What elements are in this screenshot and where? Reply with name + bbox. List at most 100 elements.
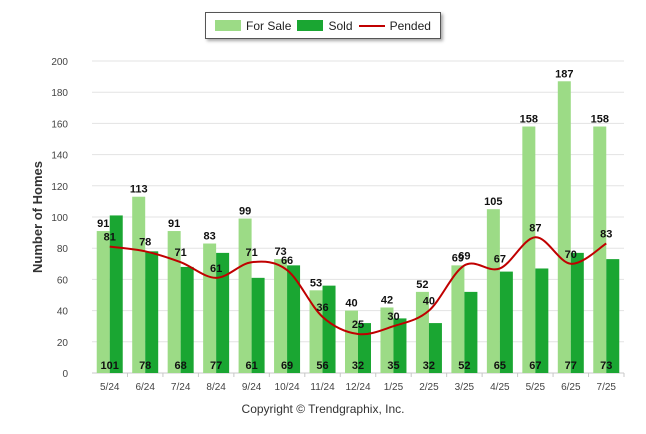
y-tick-label: 60 bbox=[57, 275, 69, 286]
for-sale-data-label: 113 bbox=[130, 184, 148, 196]
pended-line-series bbox=[109, 236, 607, 336]
pended-data-label: 71 bbox=[245, 247, 257, 259]
for-sale-data-label: 73 bbox=[274, 246, 286, 258]
for-sale-bar bbox=[167, 231, 181, 373]
sold-data-label: 67 bbox=[529, 360, 541, 372]
sold-bar bbox=[606, 259, 620, 373]
x-tick-label: 9/24 bbox=[242, 382, 262, 393]
sold-data-label: 101 bbox=[101, 360, 119, 372]
for-sale-bar bbox=[522, 126, 536, 374]
for-sale-data-label: 105 bbox=[484, 196, 502, 208]
sold-bar bbox=[464, 291, 478, 373]
sold-bar bbox=[393, 318, 407, 373]
sold-bar bbox=[109, 215, 123, 373]
sold-data-label: 78 bbox=[139, 360, 151, 372]
pended-data-label: 81 bbox=[104, 232, 116, 244]
sold-data-label: 56 bbox=[316, 360, 328, 372]
x-tick-label: 6/24 bbox=[135, 382, 155, 393]
y-tick-label: 100 bbox=[51, 213, 68, 224]
sold-data-label: 32 bbox=[352, 360, 364, 372]
for-sale-bar bbox=[309, 290, 323, 373]
for-sale-data-label: 40 bbox=[345, 298, 357, 310]
bar-series bbox=[96, 81, 620, 374]
pended-data-label: 67 bbox=[494, 253, 506, 265]
y-tick-label: 160 bbox=[51, 119, 68, 130]
for-sale-data-label: 52 bbox=[416, 279, 428, 291]
y-tick-label: 0 bbox=[62, 369, 68, 380]
x-tick-label: 10/24 bbox=[275, 382, 300, 393]
y-tick-label: 180 bbox=[51, 88, 68, 99]
x-tick-label: 4/25 bbox=[490, 382, 510, 393]
sold-data-label: 69 bbox=[281, 360, 293, 372]
pended-data-label: 66 bbox=[281, 255, 293, 267]
x-tick-label: 5/24 bbox=[100, 382, 120, 393]
sold-bar bbox=[428, 323, 442, 373]
legend-label-for-sale: For Sale bbox=[246, 18, 292, 33]
y-tick-label: 20 bbox=[57, 338, 69, 349]
data-labels: 91 101 113 78 91 68 83 77 99 61 73 69 53 56 40 32 42 35 52… bbox=[97, 68, 612, 372]
sold-data-label: 77 bbox=[210, 360, 222, 372]
y-axis-title: Number of Homes bbox=[30, 161, 45, 273]
y-tick-label: 80 bbox=[57, 244, 69, 255]
pended-data-label: 71 bbox=[175, 247, 187, 259]
for-sale-data-label: 158 bbox=[591, 114, 609, 126]
pended-swatch bbox=[358, 24, 385, 27]
for-sale-data-label: 53 bbox=[310, 277, 322, 289]
x-tick-label: 11/24 bbox=[310, 382, 335, 393]
pended-data-label: 36 bbox=[316, 302, 328, 314]
pended-data-label: 78 bbox=[139, 236, 151, 248]
sold-bar bbox=[535, 268, 549, 373]
for-sale-bar bbox=[238, 218, 252, 373]
for-sale-data-label: 91 bbox=[168, 218, 180, 230]
pended-data-label: 30 bbox=[387, 311, 399, 323]
copyright-text: Copyright © Trendgraphix, Inc. bbox=[241, 402, 405, 416]
for-sale-bar bbox=[380, 307, 394, 373]
pended-data-label: 69 bbox=[458, 250, 470, 262]
pended-line bbox=[109, 236, 607, 336]
sold-bar bbox=[570, 252, 584, 373]
x-tick-label: 8/24 bbox=[206, 382, 226, 393]
legend-item-sold[interactable]: Sold bbox=[297, 19, 353, 33]
for-sale-swatch bbox=[215, 20, 242, 31]
pended-data-label: 87 bbox=[529, 222, 541, 234]
for-sale-data-label: 187 bbox=[555, 68, 573, 80]
for-sale-data-label: 158 bbox=[520, 114, 538, 126]
x-tick-label: 7/25 bbox=[597, 382, 617, 393]
for-sale-bar bbox=[593, 126, 607, 374]
x-tick-label: 2/25 bbox=[419, 382, 439, 393]
x-tick-label: 12/24 bbox=[345, 382, 370, 393]
x-axis: 5/24 6/24 7/24 8/24 9/24 10/24 11/24 12/24 1/25 2… bbox=[92, 372, 625, 393]
y-tick-label: 140 bbox=[51, 151, 68, 162]
y-tick-label: 200 bbox=[51, 57, 68, 68]
sold-bar bbox=[499, 271, 513, 373]
for-sale-data-label: 83 bbox=[204, 231, 216, 243]
sold-data-label: 73 bbox=[600, 360, 612, 372]
legend-item-pended[interactable]: Pended bbox=[358, 18, 431, 33]
legend-label-pended: Pended bbox=[389, 18, 431, 33]
sold-data-label: 65 bbox=[494, 360, 506, 372]
pended-data-label: 70 bbox=[565, 249, 577, 261]
sold-data-label: 32 bbox=[423, 360, 435, 372]
sold-bar bbox=[216, 252, 230, 373]
pended-data-label: 83 bbox=[600, 229, 612, 241]
for-sale-bar bbox=[451, 265, 465, 373]
x-tick-label: 1/25 bbox=[384, 382, 404, 393]
y-tick-label: 120 bbox=[51, 182, 68, 193]
for-sale-bar bbox=[96, 231, 110, 373]
sold-data-label: 61 bbox=[245, 360, 257, 372]
sold-swatch bbox=[297, 20, 324, 31]
for-sale-data-label: 99 bbox=[239, 206, 251, 218]
sold-bar bbox=[145, 251, 159, 373]
for-sale-data-label: 69 bbox=[452, 252, 464, 264]
sold-bar bbox=[287, 265, 301, 373]
sold-data-label: 68 bbox=[175, 360, 187, 372]
x-tick-label: 6/25 bbox=[561, 382, 581, 393]
for-sale-bar bbox=[345, 310, 358, 373]
for-sale-bar bbox=[132, 196, 146, 373]
for-sale-bar bbox=[486, 209, 500, 373]
legend-item-for-sale[interactable]: For Sale bbox=[215, 19, 291, 33]
y-axis: 0 20 40 60 80 100 120 140 160 180 200 bbox=[51, 57, 68, 380]
sold-data-label: 77 bbox=[565, 360, 577, 372]
x-tick-label: 3/25 bbox=[455, 382, 475, 393]
